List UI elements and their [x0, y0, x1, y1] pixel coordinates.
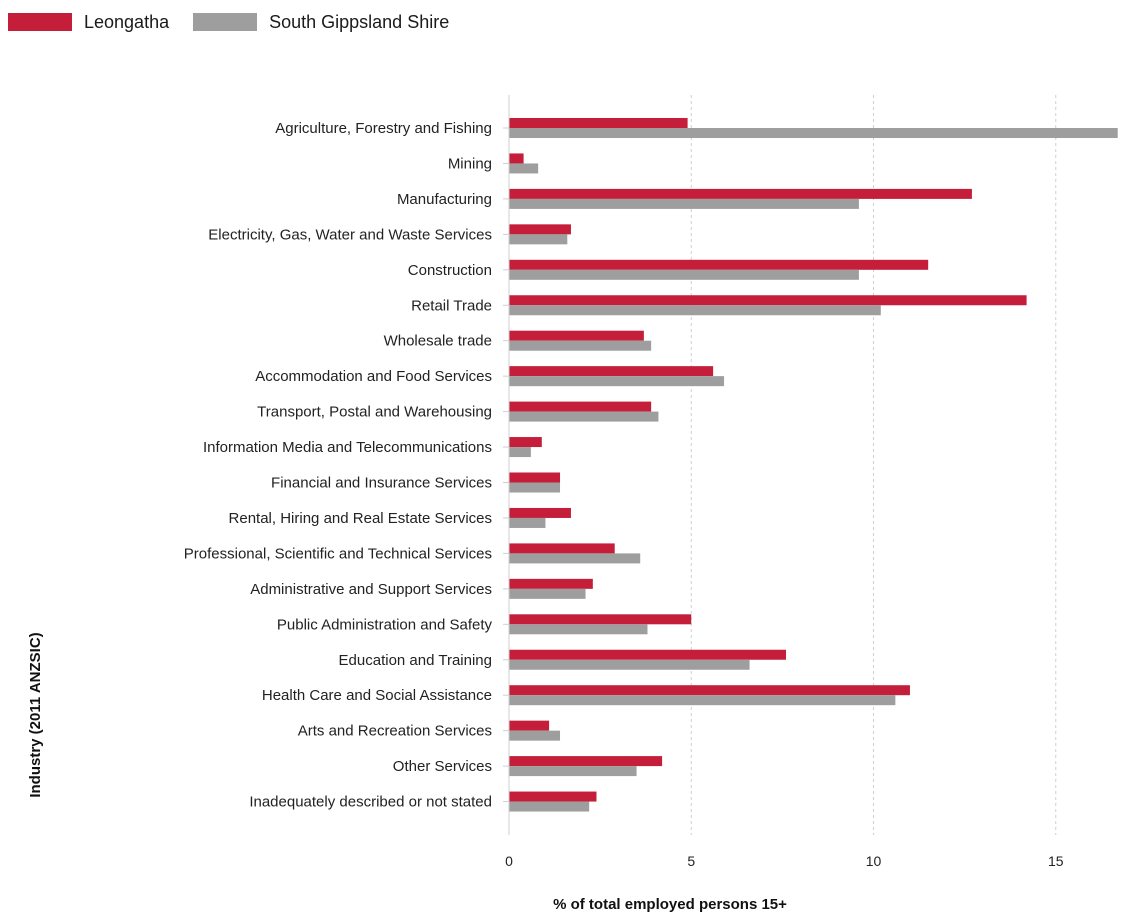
category-label-mining: Mining: [448, 155, 492, 172]
bar-south-gippsland-shire-other-services: [509, 766, 637, 777]
bar-leongatha-transport-postal-and-warehousing: [509, 401, 652, 412]
bar-leongatha-agriculture-forestry-and-fishing: [509, 118, 688, 128]
bar-south-gippsland-shire-public-administration-and-safety: [509, 624, 648, 635]
bar-leongatha-electricity-gas-water-and-waste-services: [509, 224, 571, 235]
bar-leongatha-manufacturing: [509, 188, 972, 199]
bar-south-gippsland-shire-transport-postal-and-warehousing: [509, 411, 659, 422]
bar-leongatha-information-media-and-telecommunications: [509, 437, 542, 448]
category-label-wholesale-trade: Wholesale trade: [384, 333, 492, 350]
bar-leongatha-wholesale-trade: [509, 330, 644, 341]
bar-south-gippsland-shire-financial-and-insurance-services: [509, 482, 561, 493]
category-label-education-and-training: Education and Training: [339, 652, 492, 669]
bar-leongatha-financial-and-insurance-services: [509, 472, 561, 483]
category-label-information-media-and-telecommunications: Information Media and Telecommunications: [203, 439, 492, 456]
bar-leongatha-arts-and-recreation-services: [509, 720, 550, 731]
bar-leongatha-administrative-and-support-services: [509, 578, 593, 589]
category-label-other-services: Other Services: [393, 758, 492, 775]
x-tick-label-5: 5: [687, 853, 695, 869]
legend-swatch-leongatha: [8, 13, 72, 31]
bar-south-gippsland-shire-administrative-and-support-services: [509, 588, 586, 599]
bar-south-gippsland-shire-education-and-training: [509, 659, 750, 670]
legend-swatch-south-gippsland-shire: [193, 13, 258, 31]
y-axis-title: Industry (2011 ANZSIC): [27, 632, 44, 797]
bar-south-gippsland-shire-inadequately-described-or-not-stated: [509, 801, 590, 812]
bar-south-gippsland-shire-mining: [509, 163, 539, 174]
category-labels: Agriculture, Forestry and Fishing Mining M…: [184, 120, 493, 811]
legend-item-south-gippsland-shire: South Gippsland Shire: [193, 12, 449, 33]
x-tick-label-15: 15: [1048, 853, 1064, 869]
category-label-construction: Construction: [408, 262, 492, 279]
x-tick-label-10: 10: [866, 853, 882, 869]
category-label-rental-hiring-and-real-estate-services: Rental, Hiring and Real Estate Services: [229, 510, 492, 527]
bar-south-gippsland-shire-retail-trade: [509, 305, 881, 316]
x-axis-title: % of total employed persons 15+: [553, 896, 787, 913]
category-label-transport-postal-and-warehousing: Transport, Postal and Warehousing: [257, 404, 492, 421]
axes: [503, 95, 510, 835]
bar-leongatha-inadequately-described-or-not-stated: [509, 791, 597, 802]
bar-leongatha-other-services: [509, 756, 663, 767]
bar-leongatha-accommodation-and-food-services: [509, 366, 714, 377]
category-label-professional-scientific-and-technical-services: Professional, Scientific and Technical S…: [184, 545, 492, 562]
bar-leongatha-retail-trade: [509, 295, 1027, 306]
x-tick-label-0: 0: [505, 853, 513, 869]
category-label-health-care-and-social-assistance: Health Care and Social Assistance: [262, 687, 492, 704]
category-label-agriculture-forestry-and-fishing: Agriculture, Forestry and Fishing: [275, 120, 492, 137]
legend-label-leongatha: Leongatha: [84, 11, 170, 32]
bar-south-gippsland-shire-information-media-and-telecommunications: [509, 447, 531, 458]
bar-south-gippsland-shire-rental-hiring-and-real-estate-services: [509, 517, 546, 528]
category-label-retail-trade: Retail Trade: [411, 297, 492, 314]
bar-south-gippsland-shire-manufacturing: [509, 198, 859, 209]
bars: [509, 118, 1118, 812]
bar-south-gippsland-shire-accommodation-and-food-services: [509, 376, 725, 387]
bar-leongatha-rental-hiring-and-real-estate-services: [509, 507, 571, 518]
bar-leongatha-public-administration-and-safety: [509, 614, 692, 625]
category-label-public-administration-and-safety: Public Administration and Safety: [277, 616, 493, 633]
legend-label-south-gippsland-shire: South Gippsland Shire: [269, 11, 450, 32]
category-label-inadequately-described-or-not-stated: Inadequately described or not stated: [249, 794, 492, 811]
bar-south-gippsland-shire-agriculture-forestry-and-fishing: [509, 128, 1118, 138]
chart-legend: Leongatha South Gippsland Shire: [8, 8, 473, 36]
category-label-administrative-and-support-services: Administrative and Support Services: [250, 581, 492, 598]
bar-leongatha-professional-scientific-and-technical-services: [509, 543, 615, 554]
bar-south-gippsland-shire-electricity-gas-water-and-waste-services: [509, 234, 568, 245]
bar-leongatha-construction: [509, 259, 929, 270]
bar-south-gippsland-shire-arts-and-recreation-services: [509, 730, 561, 741]
bar-south-gippsland-shire-health-care-and-social-assistance: [509, 695, 896, 706]
bar-south-gippsland-shire-professional-scientific-and-technical-services: [509, 553, 641, 564]
bar-south-gippsland-shire-construction: [509, 269, 859, 280]
legend-item-leongatha: Leongatha: [8, 12, 169, 33]
bar-leongatha-mining: [509, 153, 524, 164]
category-label-arts-and-recreation-services: Arts and Recreation Services: [298, 723, 492, 740]
bar-south-gippsland-shire-wholesale-trade: [509, 340, 652, 351]
bar-leongatha-education-and-training: [509, 649, 787, 660]
category-label-manufacturing: Manufacturing: [397, 191, 492, 208]
category-label-financial-and-insurance-services: Financial and Insurance Services: [271, 475, 492, 492]
bar-leongatha-health-care-and-social-assistance: [509, 685, 910, 696]
category-label-accommodation-and-food-services: Accommodation and Food Services: [255, 368, 492, 385]
category-label-electricity-gas-water-and-waste-services: Electricity, Gas, Water and Waste Servic…: [208, 226, 492, 243]
tick-labels: 0 5 10 15: [505, 853, 1064, 869]
